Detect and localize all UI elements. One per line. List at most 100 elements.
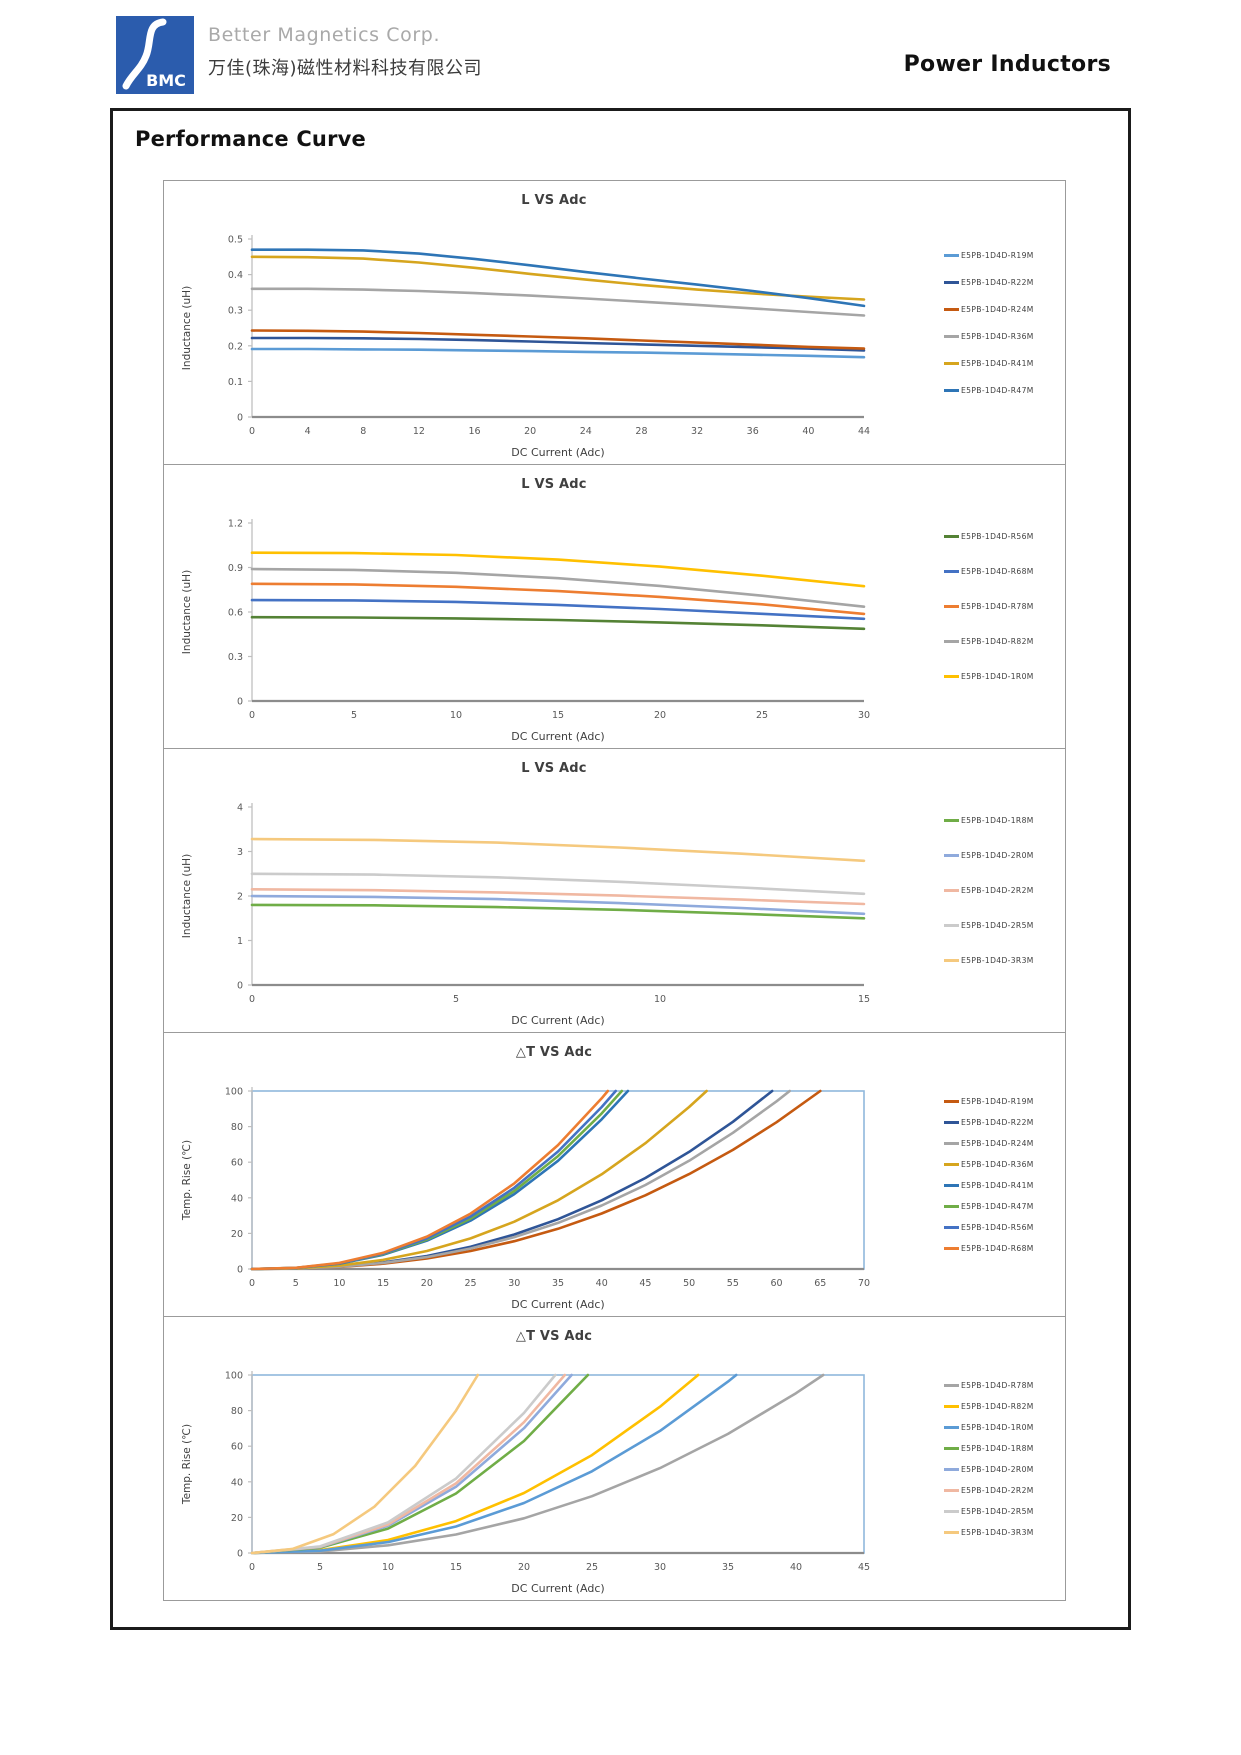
x-tick-label: 70	[858, 1278, 870, 1289]
y-tick-label: 0.2	[228, 341, 243, 352]
series-line	[250, 1089, 792, 1271]
y-tick-label: 0.6	[228, 608, 243, 619]
x-tick-label: 30	[654, 1562, 666, 1573]
bmc-logo: BMC	[116, 16, 194, 94]
plot-column: L VS Adc 0 0.3 0.6 0.9 1.2 0 5 10 15 20 25 30 DC Cur…	[164, 465, 944, 748]
legend-label: E5PB-1D4D-1R8M	[961, 816, 1034, 825]
y-tick-label: 20	[231, 1513, 243, 1524]
x-tick-label: 5	[351, 710, 357, 721]
x-tick-label: 36	[747, 426, 759, 437]
x-tick-label: 20	[518, 1562, 530, 1573]
y-tick-label: 4	[237, 803, 243, 814]
legend-label: E5PB-1D4D-3R3M	[961, 1527, 1034, 1537]
series-line	[250, 837, 866, 863]
x-tick-label: 45	[639, 1278, 651, 1289]
x-tick-label: 30	[858, 710, 870, 721]
y-axis-title: Temp. Rise (℃)	[181, 1140, 193, 1221]
y-tick-label: 0	[237, 697, 243, 708]
x-tick-label: 5	[317, 1562, 323, 1573]
y-tick-label: 100	[225, 1371, 243, 1382]
x-tick-label: 5	[453, 994, 459, 1005]
legend-label: E5PB-1D4D-1R8M	[961, 1443, 1034, 1453]
series-line	[250, 1089, 708, 1271]
plot-column: △T VS Adc 0 20 40 60 80 100 0 5 10 15 20 25 30 35 40 45…	[164, 1317, 944, 1600]
legend-item: E5PB-1D4D-2R0M	[944, 1465, 1063, 1474]
y-axis-title: Inductance (uH)	[181, 286, 193, 370]
plot-border	[251, 1090, 865, 1270]
legend-label: E5PB-1D4D-R24M	[961, 304, 1034, 314]
y-tick-label: 40	[231, 1193, 243, 1204]
legend-swatch	[944, 819, 959, 822]
legend-item: E5PB-1D4D-R41M	[944, 1181, 1063, 1190]
legend-label: E5PB-1D4D-R24M	[961, 1138, 1034, 1148]
legend-item: E5PB-1D4D-R82M	[944, 637, 1063, 646]
legend-item: E5PB-1D4D-3R3M	[944, 956, 1063, 965]
legend-label: E5PB-1D4D-3R3M	[961, 956, 1034, 965]
x-axis-title: DC Current (Adc)	[511, 1298, 604, 1311]
x-tick-label: 15	[450, 1562, 462, 1573]
x-tick-label: 25	[586, 1562, 598, 1573]
legend-item: E5PB-1D4D-2R2M	[944, 886, 1063, 895]
y-tick-label: 2	[237, 892, 243, 903]
legend-swatch	[944, 1162, 959, 1166]
chart-title: △T VS Adc	[515, 1045, 593, 1060]
y-tick-label: 0.5	[228, 235, 243, 246]
legend-swatch	[944, 334, 959, 338]
chart-temprise-vs-adc-1: △T VS Adc 0 20 40 60 80 100 0 5 10 15 20 25 30 35 40 45…	[163, 1032, 1066, 1317]
x-tick-label: 40	[596, 1278, 608, 1289]
legend-item: E5PB-1D4D-R47M	[944, 386, 1063, 395]
legend-swatch	[944, 959, 959, 962]
legend-label: E5PB-1D4D-R22M	[961, 1117, 1034, 1127]
legend-swatch	[944, 1488, 959, 1492]
page-title: Performance Curve	[135, 127, 366, 151]
x-tick-label: 15	[552, 710, 564, 721]
y-tick-label: 80	[231, 1406, 243, 1417]
series-line	[250, 248, 866, 308]
legend-label: E5PB-1D4D-R47M	[961, 1201, 1034, 1211]
x-tick-label: 35	[722, 1562, 734, 1573]
x-tick-label: 28	[635, 426, 647, 437]
series-line	[250, 872, 866, 896]
y-tick-label: 80	[231, 1122, 243, 1133]
y-tick-label: 0	[237, 413, 243, 424]
legend-item: E5PB-1D4D-1R0M	[944, 672, 1063, 681]
legend-label: E5PB-1D4D-R19M	[961, 1096, 1034, 1106]
legend-swatch	[944, 1404, 959, 1408]
legend-item: E5PB-1D4D-R36M	[944, 332, 1063, 341]
chart-legend: E5PB-1D4D-R78M E5PB-1D4D-R82M E5PB-1D4D-1R…	[944, 1317, 1065, 1600]
legend-label: E5PB-1D4D-R41M	[961, 1180, 1034, 1190]
series-line	[250, 1373, 825, 1555]
series-line	[250, 598, 866, 621]
legend-item: E5PB-1D4D-2R2M	[944, 1486, 1063, 1495]
legend-swatch	[944, 570, 959, 573]
series-line	[250, 1089, 610, 1271]
x-tick-label: 25	[756, 710, 768, 721]
series-line	[250, 1089, 618, 1271]
legend-swatch	[944, 361, 959, 365]
legend-item: E5PB-1D4D-R24M	[944, 305, 1063, 314]
chart-plot: 0 0.3 0.6 0.9 1.2 0 5 10 15 20 25 30 DC Current (Adc…	[181, 519, 870, 744]
series-line	[250, 567, 866, 608]
legend-swatch	[944, 388, 959, 392]
x-tick-label: 0	[249, 994, 255, 1005]
charts-stack: L VS Adc 0 0.1 0.2 0.3 0.4 0.5 0 4 8 12 16 20 24 28 32…	[163, 180, 1066, 1601]
x-tick-label: 0	[249, 426, 255, 437]
y-tick-label: 3	[237, 847, 243, 858]
y-tick-label: 20	[231, 1229, 243, 1240]
y-tick-label: 0.1	[228, 377, 243, 388]
series-line	[250, 894, 866, 916]
legend-label: E5PB-1D4D-R56M	[961, 1222, 1034, 1232]
legend-item: E5PB-1D4D-R82M	[944, 1402, 1063, 1411]
x-axis-title: DC Current (Adc)	[511, 446, 604, 459]
legend-swatch	[944, 1467, 959, 1471]
legend-swatch	[944, 1141, 959, 1145]
plot-column: △T VS Adc 0 20 40 60 80 100 0 5 10 15 20 25 30 35 40 45…	[164, 1033, 944, 1316]
series-line	[250, 615, 866, 631]
legend-item: E5PB-1D4D-3R3M	[944, 1528, 1063, 1537]
legend-swatch	[944, 1183, 959, 1187]
y-tick-label: 0.3	[228, 652, 243, 663]
chart-legend: E5PB-1D4D-R19M E5PB-1D4D-R22M E5PB-1D4D-R2…	[944, 1033, 1065, 1316]
legend-label: E5PB-1D4D-R78M	[961, 602, 1034, 611]
legend-swatch	[944, 1383, 959, 1387]
series-line	[250, 1373, 567, 1555]
